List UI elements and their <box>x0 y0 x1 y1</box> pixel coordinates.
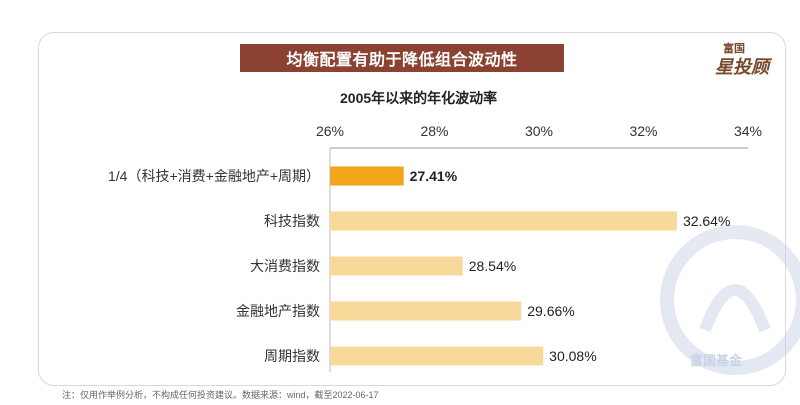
x-tick-label: 30% <box>525 123 553 139</box>
bar <box>330 166 404 186</box>
category-label: 1/4（科技+消费+金融地产+周期） <box>108 168 320 184</box>
chart-card <box>38 32 786 386</box>
category-label: 科技指数 <box>264 213 320 229</box>
x-tick-label: 32% <box>629 123 657 139</box>
value-label: 28.54% <box>469 258 516 274</box>
chart-title: 2005年以来的年化波动率 <box>340 90 498 106</box>
bar <box>330 301 522 321</box>
value-label: 32.64% <box>683 213 730 229</box>
watermark-logo-shape <box>660 225 800 375</box>
bar <box>330 346 544 366</box>
x-tick-label: 26% <box>316 123 344 139</box>
brand-logo: 富国 星投顾 <box>695 40 775 80</box>
category-label: 大消费指数 <box>250 258 320 274</box>
logo-top-text: 富国 <box>723 43 745 55</box>
x-tick-label: 34% <box>734 123 762 139</box>
bar <box>330 256 463 276</box>
bars: 1/4（科技+消费+金融地产+周期） 27.41% 科技指数 32.64% 大消费指数 2… <box>108 166 730 366</box>
value-label: 30.08% <box>549 348 596 364</box>
category-label: 金融地产指数 <box>236 303 320 319</box>
value-label: 27.41% <box>410 168 458 184</box>
value-label: 29.66% <box>527 303 574 319</box>
category-label: 周期指数 <box>264 348 320 364</box>
logo-main-text: 星投顾 <box>715 57 769 77</box>
x-axis: 26% 28% 30% 32% 34% <box>316 123 762 372</box>
bar <box>330 211 677 231</box>
watermark-text: 富国基金 <box>690 353 743 368</box>
x-tick-label: 28% <box>420 123 448 139</box>
page-title: 均衡配置有助于降低组合波动性 <box>240 44 564 72</box>
footnote: 注：仅用作举例分析，不构成任何投资建议。数据来源：wind，截至2022-06-… <box>62 390 379 400</box>
